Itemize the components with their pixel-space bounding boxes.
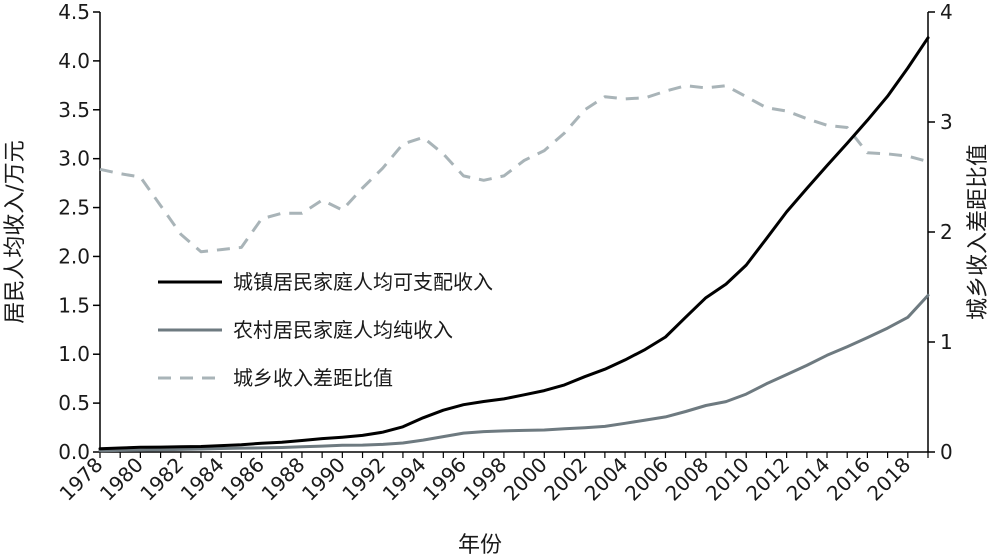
- axes: [99, 12, 929, 453]
- y-left-tick-label: 4.0: [58, 49, 90, 73]
- series-layer: [98, 36, 930, 453]
- x-axis-title: 年份: [458, 533, 502, 558]
- x-tick-label: 2008: [660, 453, 713, 506]
- right-axis-ticks: 0 1 2 3 4: [928, 0, 953, 464]
- series-line-urban-rural-ratio: [99, 84, 929, 254]
- y-left-tick-label: 1.0: [58, 342, 90, 366]
- x-tick-label: 1992: [337, 453, 390, 506]
- y-left-tick-label: 4.5: [58, 0, 90, 24]
- y-left-tick-label: 3.0: [58, 147, 90, 171]
- x-tick-label: 1988: [257, 453, 310, 506]
- x-tick-label: 1980: [95, 453, 148, 506]
- x-tick-label: 1994: [378, 453, 431, 506]
- legend-label-rural: 农村居民家庭人均纯收入: [233, 318, 453, 342]
- x-tick-label: 2018: [862, 453, 915, 506]
- x-tick-label: 2012: [741, 453, 794, 506]
- y-right-tick-label: 4: [940, 0, 953, 24]
- y-axis-right-title: 城乡收入差距比值: [966, 144, 991, 320]
- legend: 城镇居民家庭人均可支配收入 农村居民家庭人均纯收入 城乡收入差距比值: [158, 270, 493, 390]
- x-tick-label: 2000: [499, 453, 552, 506]
- x-tick-label: 2002: [539, 453, 592, 506]
- y-left-tick-label: 0.5: [58, 391, 90, 415]
- left-axis-ticks: 0.0 0.5 1.0 1.5 2.0 2.5 3.0 3.5 4.0 4.5: [58, 0, 100, 464]
- x-tick-label: 2016: [822, 453, 875, 506]
- legend-item-rural: 农村居民家庭人均纯收入: [158, 318, 453, 342]
- y-left-tick-label: 1.5: [58, 293, 90, 317]
- y-left-tick-label: 2.0: [58, 244, 90, 268]
- y-axis-left-title: 居民人均收入/万元: [3, 140, 28, 323]
- y-left-tick-label: 2.5: [58, 196, 90, 220]
- y-right-tick-label: 0: [940, 440, 953, 464]
- x-tick-label: 2010: [701, 453, 754, 506]
- x-tick-label: 1984: [176, 453, 229, 506]
- x-tick-label: 2014: [782, 453, 835, 506]
- series-line-rural-income: [98, 293, 930, 453]
- legend-label-ratio: 城乡收入差距比值: [233, 366, 393, 390]
- x-tick-label: 2004: [580, 453, 633, 506]
- x-tick-label: 1986: [216, 453, 269, 506]
- x-tick-label: 1982: [135, 453, 188, 506]
- y-left-tick-label: 0.0: [58, 440, 90, 464]
- x-tick-label: 1990: [297, 453, 350, 506]
- x-axis-ticks: 1978198019821984198619881990199219941996…: [55, 452, 929, 506]
- y-right-tick-label: 3: [940, 110, 953, 134]
- y-left-tick-label: 3.5: [58, 98, 90, 122]
- legend-item-ratio: 城乡收入差距比值: [158, 366, 393, 390]
- legend-label-urban: 城镇居民家庭人均可支配收入: [233, 270, 493, 294]
- series-line-urban-income: [98, 36, 930, 451]
- y-right-tick-label: 1: [940, 330, 953, 354]
- y-right-tick-label: 2: [940, 220, 953, 244]
- x-tick-label: 1998: [458, 453, 511, 506]
- legend-item-urban: 城镇居民家庭人均可支配收入: [158, 270, 493, 294]
- x-tick-label: 1996: [418, 453, 471, 506]
- x-tick-label: 2006: [620, 453, 673, 506]
